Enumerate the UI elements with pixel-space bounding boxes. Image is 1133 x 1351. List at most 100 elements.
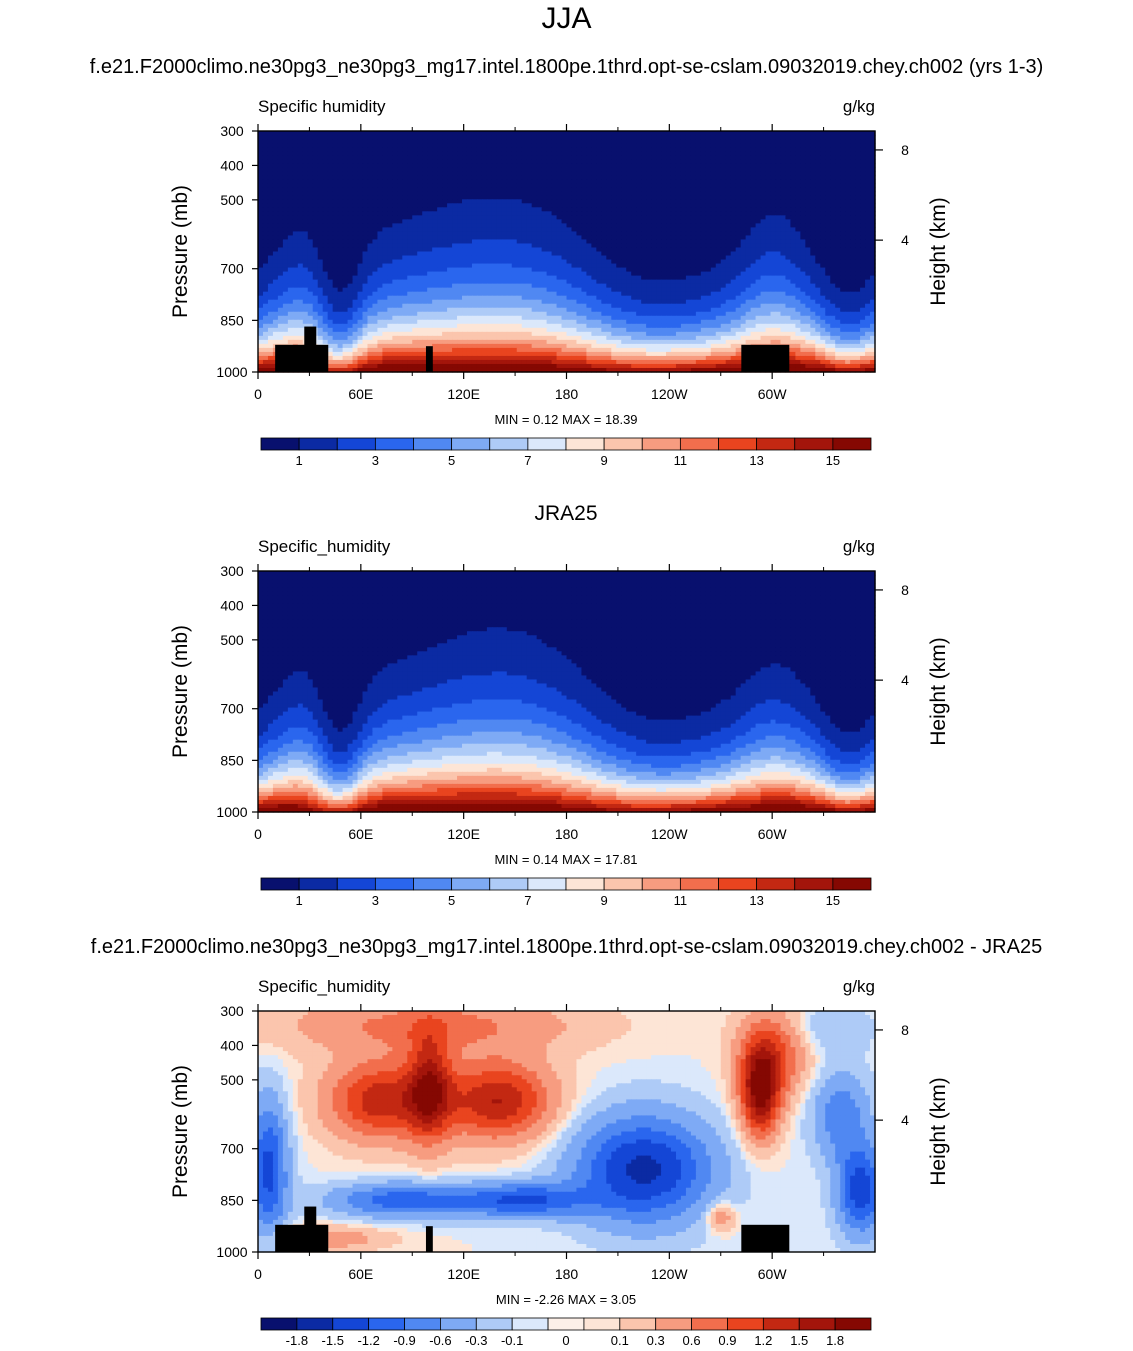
colorbar-swatch (298, 877, 338, 891)
colorbar: 1 3 5 7 9 11 13 15 (260, 877, 872, 908)
y-tick-label: 700 (220, 261, 244, 277)
y-tick-label: 400 (220, 1037, 244, 1053)
colorbar-label: 9 (601, 453, 608, 468)
y-tick-label: 400 (220, 157, 244, 173)
colorbar-swatch (798, 1317, 836, 1331)
colorbar-swatch (679, 877, 719, 891)
colorbar-swatch (413, 437, 453, 451)
colorbar: 1 3 5 7 9 11 13 15 (260, 437, 872, 468)
x-tick-label: 180 (555, 826, 579, 842)
y-tick-label: 850 (220, 1192, 244, 1208)
y-tick-label: 850 (220, 752, 244, 768)
colorbar-label: 1.8 (826, 1333, 844, 1348)
colorbar-swatch (374, 437, 414, 451)
x-tick-label: 60E (348, 1266, 373, 1282)
y-tick-label: 1000 (216, 364, 247, 380)
colorbar-swatch (756, 877, 796, 891)
y-tick-label: 1000 (216, 1244, 247, 1260)
colorbar-label: -0.1 (501, 1333, 523, 1348)
x-tick-label: 60W (758, 386, 788, 402)
x-tick-label: 120W (651, 1266, 688, 1282)
y-tick-label: 700 (220, 1141, 244, 1157)
right-axis-label: Height (km) (927, 637, 950, 746)
colorbar-label: 0.1 (611, 1333, 629, 1348)
min-max-stats: MIN = -2.26 MAX = 3.05 (496, 1292, 636, 1307)
right-axis-label: Height (km) (927, 197, 950, 306)
colorbar-label: 3 (372, 893, 379, 908)
y-tick-label: 300 (220, 563, 244, 579)
y-axis-label: Pressure (mb) (169, 625, 192, 758)
colorbar-swatch (451, 877, 491, 891)
right-tick-label: 4 (901, 1112, 909, 1128)
colorbar-label: 5 (448, 893, 455, 908)
colorbar-swatch (794, 877, 834, 891)
colorbar-label: -0.3 (465, 1333, 487, 1348)
y-tick-label: 850 (220, 312, 244, 328)
colorbar-label: -0.6 (429, 1333, 451, 1348)
colorbar-swatch (832, 877, 872, 891)
colorbar-label: 15 (826, 453, 840, 468)
colorbar-swatch (718, 877, 758, 891)
heatmap-panel-1: Specific humidity g/kg3004005007008501000… (169, 97, 950, 468)
x-tick-label: 120E (447, 386, 480, 402)
colorbar-label: 3 (372, 453, 379, 468)
y-tick-label: 300 (220, 123, 244, 139)
colorbar-swatch (332, 1317, 370, 1331)
right-tick-label: 8 (901, 142, 909, 158)
y-axis-label: Pressure (mb) (169, 1065, 192, 1198)
colorbar-swatch (727, 1317, 764, 1331)
y-tick-label: 400 (220, 597, 244, 613)
x-tick-label: 0 (254, 386, 262, 402)
units-label: g/kg (843, 97, 875, 116)
colorbar-label: -1.2 (357, 1333, 379, 1348)
x-tick-label: 60E (348, 386, 373, 402)
colorbar-label: 5 (448, 453, 455, 468)
colorbar-swatch (527, 877, 567, 891)
variable-label: Specific_humidity (258, 977, 391, 996)
y-tick-label: 500 (220, 1072, 244, 1088)
colorbar-swatch (565, 877, 605, 891)
colorbar-swatch (260, 1317, 298, 1331)
colorbar-swatch (691, 1317, 728, 1331)
y-tick-label: 700 (220, 701, 244, 717)
colorbar-swatch (404, 1317, 441, 1331)
diff-case-title: f.e21.F2000climo.ne30pg3_ne30pg3_mg17.in… (0, 936, 1133, 959)
colorbar: -1.8 -1.5 -1.2 -0.9 -0.6 -0.3 -0.1 0 0.1 0.3 0.6 0.… (260, 1317, 872, 1348)
units-label: g/kg (843, 537, 875, 556)
x-tick-label: 60W (758, 826, 788, 842)
variable-label: Specific_humidity (258, 537, 391, 556)
colorbar-label: 0.9 (718, 1333, 736, 1348)
colorbar-swatch (603, 877, 643, 891)
colorbar-swatch (440, 1317, 477, 1331)
heatmap-field (258, 571, 876, 813)
colorbar-label: 0.3 (647, 1333, 665, 1348)
x-tick-label: 120W (651, 386, 688, 402)
right-tick-label: 4 (901, 232, 909, 248)
variable-label: Specific humidity (258, 97, 386, 116)
colorbar-swatch (298, 437, 338, 451)
colorbar-swatch (762, 1317, 800, 1331)
right-tick-label: 4 (901, 672, 909, 688)
colorbar-swatch (336, 437, 376, 451)
colorbar-label: 1 (296, 453, 303, 468)
heatmap-panel-3: Specific_humidity g/kg3004005007008501000… (169, 977, 950, 1348)
colorbar-label: 0 (562, 1333, 569, 1348)
colorbar-swatch (565, 437, 605, 451)
y-tick-label: 300 (220, 1003, 244, 1019)
colorbar-swatch (368, 1317, 405, 1331)
colorbar-label: 13 (749, 893, 763, 908)
main-title: JJA (0, 2, 1133, 36)
x-tick-label: 180 (555, 1266, 579, 1282)
colorbar-label: 13 (749, 453, 763, 468)
right-axis-label: Height (km) (927, 1077, 950, 1186)
y-axis-label: Pressure (mb) (169, 185, 192, 318)
colorbar-swatch (679, 437, 719, 451)
test-case-title: f.e21.F2000climo.ne30pg3_ne30pg3_mg17.in… (0, 56, 1133, 79)
x-tick-label: 0 (254, 826, 262, 842)
colorbar-label: 1 (296, 893, 303, 908)
colorbar-swatch (834, 1317, 872, 1331)
x-tick-label: 60E (348, 826, 373, 842)
colorbar-swatch (794, 437, 834, 451)
